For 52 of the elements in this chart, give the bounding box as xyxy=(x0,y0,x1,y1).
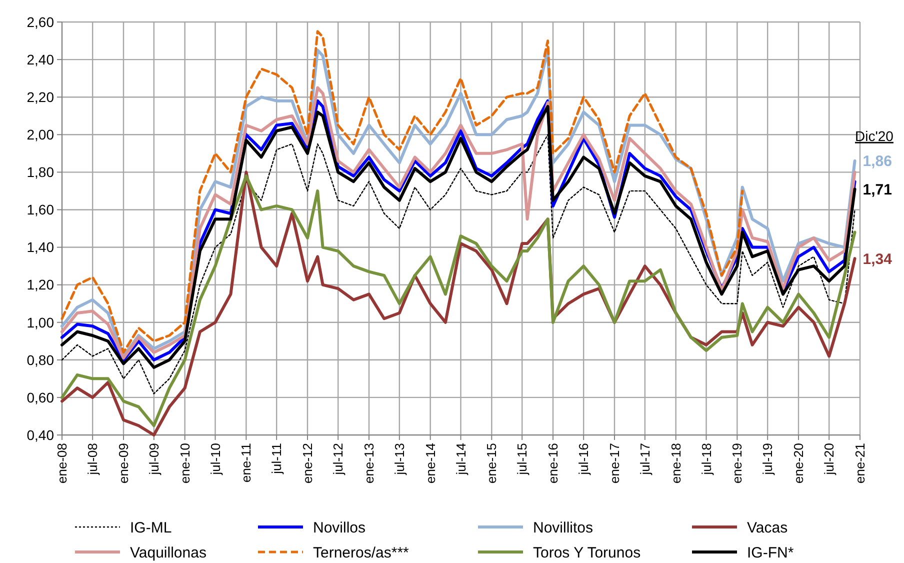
legend-label: IG-FN* xyxy=(747,544,794,562)
legend-label: Novillos xyxy=(313,519,366,536)
x-tick-label: jul-18 xyxy=(698,443,714,476)
x-tick-label: ene-13 xyxy=(362,443,377,484)
legend-label: Novillitos xyxy=(533,519,594,536)
x-tick-label: jul-14 xyxy=(453,443,468,476)
x-tick-label: jul-20 xyxy=(822,443,837,476)
x-tick-label: ene-09 xyxy=(116,443,132,484)
x-tick-label: jul-17 xyxy=(637,443,652,476)
legend-label: Toros Y Torunos xyxy=(533,544,641,562)
y-tick-label: 2,20 xyxy=(26,88,54,105)
x-tick-label: jul-08 xyxy=(85,443,100,476)
x-tick-label: jul-19 xyxy=(760,443,776,476)
x-tick-label: ene-11 xyxy=(238,443,254,483)
x-tick-label: ene-08 xyxy=(54,443,70,484)
x-tick-label: jul-09 xyxy=(146,443,162,476)
x-tick-label: jul-10 xyxy=(208,443,223,476)
y-tick-label: 1,00 xyxy=(26,314,54,330)
x-tick-label: ene-10 xyxy=(177,443,192,484)
x-tick-label: ene-20 xyxy=(791,443,806,484)
legend-label: Vacas xyxy=(747,519,788,536)
annotation: 1,86 xyxy=(862,153,892,170)
x-tick-label: jul-11 xyxy=(269,443,284,475)
y-tick-label: 1,80 xyxy=(26,164,54,180)
x-tick-label: ene-19 xyxy=(730,443,745,484)
legend-label: IG-ML xyxy=(130,519,172,536)
y-tick-label: 1,60 xyxy=(26,202,54,218)
x-tick-label: ene-17 xyxy=(607,443,622,484)
annotation: 1,34 xyxy=(862,250,893,268)
annotation: Dic'20 xyxy=(855,128,894,144)
y-tick-label: 1,40 xyxy=(26,239,54,256)
y-tick-label: 1,20 xyxy=(26,276,54,293)
legend-label: Vaquillonas xyxy=(130,544,206,562)
y-tick-label: 2,40 xyxy=(26,51,54,68)
x-tick-label: ene-21 xyxy=(852,443,868,484)
y-tick-label: 0,60 xyxy=(26,389,54,406)
x-tick-label: jul-13 xyxy=(392,443,407,476)
annotation: 1,71 xyxy=(862,181,892,198)
x-tick-label: jul-12 xyxy=(330,443,346,476)
y-tick-label: 2,60 xyxy=(26,14,54,30)
y-tick-label: 2,00 xyxy=(26,126,54,143)
x-tick-label: jul-15 xyxy=(514,443,530,476)
legend-label: Terneros/as*** xyxy=(313,544,410,562)
x-tick-label: ene-12 xyxy=(300,443,316,484)
y-tick-label: 0,40 xyxy=(26,426,54,443)
x-tick-label: ene-18 xyxy=(668,443,684,484)
x-tick-label: ene-16 xyxy=(546,443,561,484)
x-tick-label: jul-16 xyxy=(576,443,592,476)
y-tick-label: 0,80 xyxy=(26,352,54,368)
x-tick-label: ene-14 xyxy=(422,443,438,484)
x-tick-label: ene-15 xyxy=(484,443,500,484)
line-series xyxy=(60,30,744,354)
